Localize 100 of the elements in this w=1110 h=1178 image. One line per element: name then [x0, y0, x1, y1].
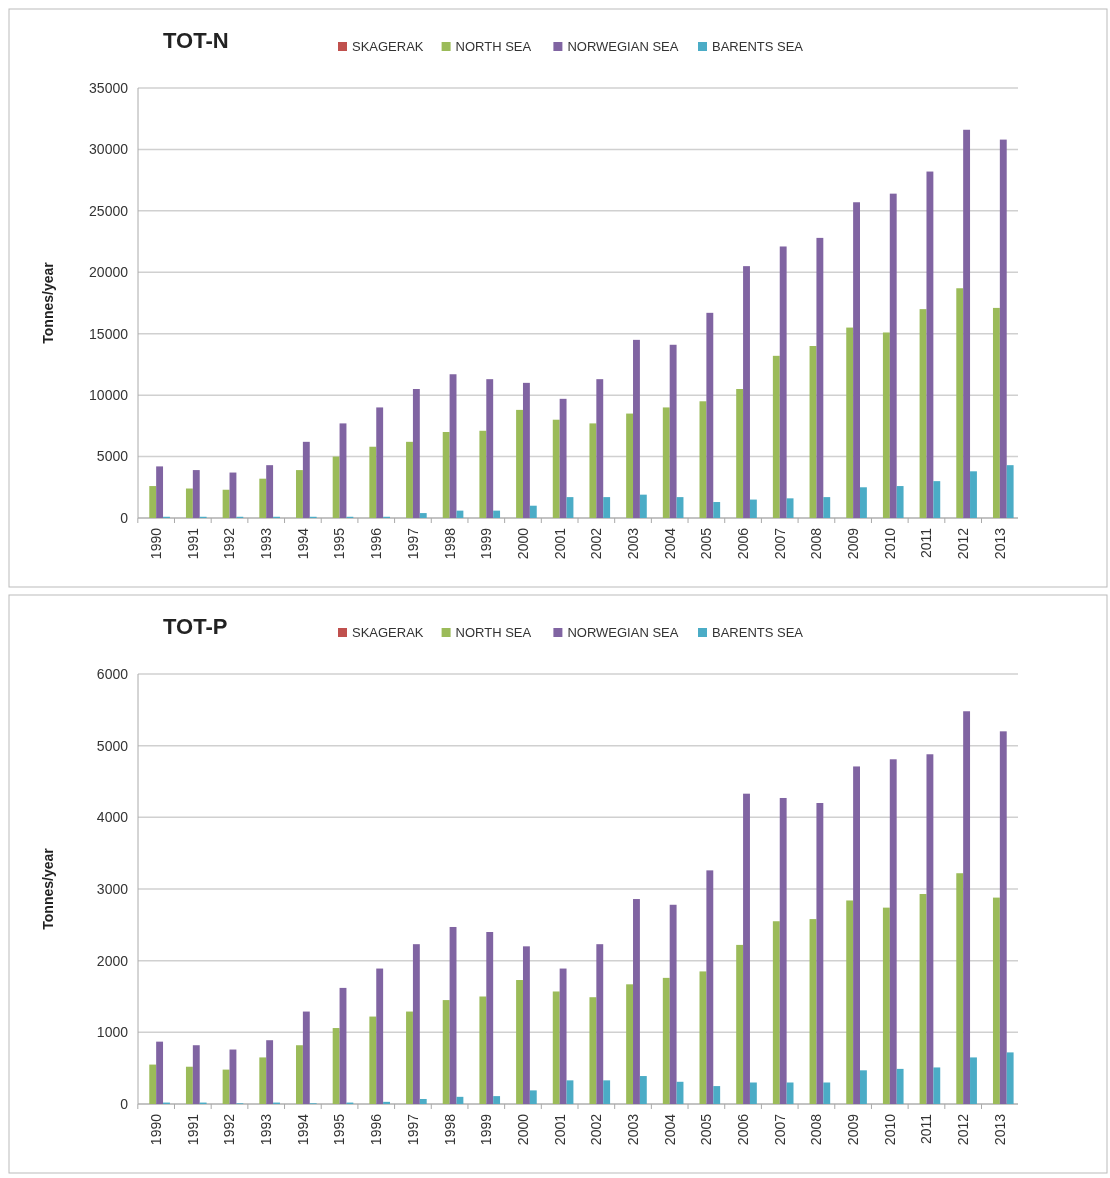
bar — [992, 307, 1000, 518]
bar — [882, 332, 890, 518]
x-tick-label: 2009 — [845, 527, 862, 560]
bar — [522, 382, 530, 518]
bar — [192, 1045, 200, 1104]
y-tick-label: 20000 — [89, 264, 129, 281]
bar — [956, 288, 964, 518]
bar — [493, 1096, 501, 1104]
bar — [882, 907, 890, 1104]
bar — [963, 711, 971, 1104]
bar — [522, 946, 530, 1104]
legend-label: NORWEGIAN SEA — [567, 39, 679, 54]
legend-label: NORWEGIAN SEA — [567, 625, 679, 640]
bar — [963, 129, 971, 518]
y-tick-label: 1000 — [96, 1024, 129, 1041]
bar — [743, 266, 750, 518]
bar — [596, 379, 604, 518]
bar — [516, 980, 523, 1104]
y-tick-label: 2000 — [96, 952, 129, 969]
bar — [772, 355, 780, 518]
bar — [222, 1069, 230, 1104]
x-tick-label: 2005 — [698, 527, 715, 560]
y-tick-label: 0 — [120, 1095, 129, 1112]
bar — [552, 991, 560, 1104]
bar — [376, 407, 384, 518]
x-tick-label: 2006 — [734, 527, 751, 560]
x-tick-label: 2004 — [661, 1113, 678, 1146]
x-tick-label: 1994 — [294, 1113, 311, 1146]
bar — [369, 446, 377, 518]
x-tick-label: 2000 — [514, 1113, 531, 1146]
bar — [406, 441, 413, 518]
y-tick-label: 10000 — [89, 387, 129, 404]
bar — [185, 1066, 193, 1104]
x-tick-label: 1990 — [148, 1113, 165, 1146]
x-tick-label: 2003 — [624, 527, 641, 560]
bar — [302, 1011, 310, 1104]
bar — [479, 996, 487, 1104]
bar — [662, 407, 670, 518]
x-tick-label: 1992 — [221, 527, 238, 560]
bar — [669, 904, 677, 1104]
legend-label: BARENTS SEA — [712, 39, 804, 54]
x-tick-label: 1998 — [441, 1113, 458, 1146]
bar — [823, 497, 831, 518]
legend-label: NORTH SEA — [455, 39, 532, 54]
bar — [383, 1101, 390, 1104]
x-tick-label: 2002 — [588, 1113, 605, 1146]
x-tick-label: 1998 — [441, 527, 458, 560]
x-tick-label: 1993 — [258, 527, 275, 560]
bar — [589, 423, 597, 518]
bar — [529, 1090, 537, 1104]
bar — [419, 513, 427, 518]
bar — [926, 754, 934, 1104]
legend-label: NORTH SEA — [455, 625, 532, 640]
bar — [1006, 1052, 1014, 1104]
x-tick-label: 1995 — [331, 1113, 348, 1146]
bar — [713, 502, 721, 518]
bar — [889, 193, 897, 518]
y-axis-title: Tonnes/year — [40, 847, 56, 930]
bar — [626, 984, 634, 1104]
bar — [529, 505, 537, 518]
x-tick-label: 1997 — [404, 527, 421, 560]
x-tick-label: 1993 — [258, 1113, 275, 1146]
bar — [412, 389, 420, 518]
y-tick-label: 5000 — [96, 737, 129, 754]
bar — [486, 932, 494, 1104]
bar — [332, 456, 340, 518]
bar — [779, 246, 787, 518]
bar — [259, 1057, 267, 1104]
bar — [149, 1064, 157, 1104]
x-tick-label: 1991 — [184, 527, 201, 560]
bar — [302, 441, 310, 518]
y-tick-label: 35000 — [89, 79, 129, 96]
bar — [1006, 465, 1014, 518]
bar — [736, 389, 744, 518]
x-tick-label: 2013 — [991, 527, 1008, 560]
y-axis-title: Tonnes/year — [40, 261, 56, 344]
y-tick-label: 30000 — [89, 141, 129, 158]
bar — [156, 466, 164, 518]
bar — [896, 1068, 904, 1104]
bar — [896, 486, 904, 518]
x-tick-label: 1995 — [331, 527, 348, 560]
bar — [736, 944, 744, 1104]
bar — [772, 921, 780, 1104]
bar — [706, 870, 714, 1104]
bar — [933, 1067, 941, 1104]
bar — [589, 997, 597, 1104]
x-tick-label: 2009 — [845, 1113, 862, 1146]
x-tick-label: 1996 — [368, 527, 385, 560]
x-tick-label: 2001 — [551, 1113, 568, 1146]
bar — [926, 171, 934, 518]
x-tick-label: 2007 — [771, 527, 788, 560]
bar — [332, 1028, 340, 1104]
bar — [779, 797, 787, 1104]
x-tick-label: 2010 — [881, 527, 898, 560]
bar — [596, 944, 604, 1104]
x-tick-label: 1991 — [184, 1113, 201, 1146]
bar — [442, 432, 450, 518]
bar — [376, 968, 384, 1104]
bar — [552, 419, 560, 518]
y-tick-label: 3000 — [96, 880, 129, 897]
